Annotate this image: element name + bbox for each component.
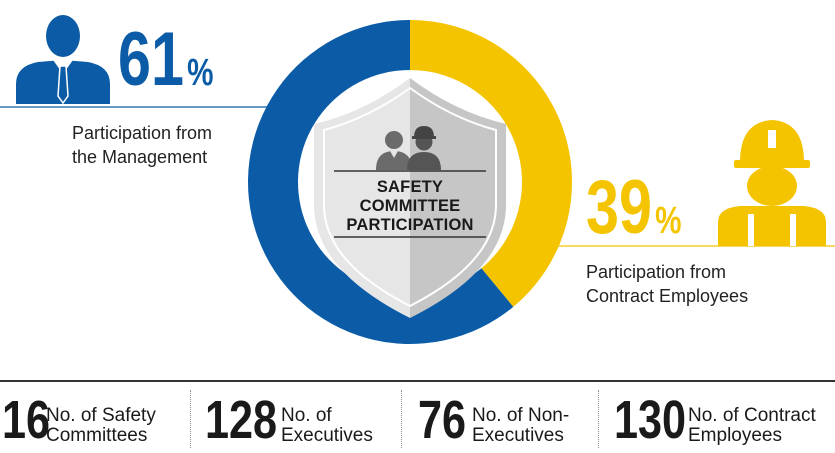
management-percentage-value: 61 (118, 17, 184, 102)
stat-value: 16 (2, 390, 51, 450)
donut-slice-contract (410, 20, 572, 307)
stat-label-line-1: No. of Non- (472, 405, 570, 426)
stat-value: 130 (614, 390, 687, 450)
participation-donut-chart (0, 15, 835, 345)
businessman-icon (16, 15, 110, 105)
stat-label: No. of Non- Executives (472, 406, 569, 446)
stat-label-line-2: Executives (472, 425, 564, 446)
stat-label-line-2: Committees (46, 425, 148, 446)
shield-title-line-3: PARTICIPATION (346, 216, 474, 234)
people-icon (376, 126, 441, 170)
stat-label-line-1: No. of (281, 405, 332, 426)
stat-divider (401, 390, 402, 448)
management-percentage: 61% (118, 22, 213, 98)
stat-label-line-2: Executives (281, 425, 373, 446)
contract-description-line-2: Contract Employees (586, 286, 749, 306)
contract-percentage-unit: % (655, 200, 682, 242)
shield-title: SAFETY COMMITTEE PARTICIPATION (330, 178, 490, 235)
contract-percentage-value: 39 (586, 165, 652, 250)
management-percentage-unit: % (187, 52, 214, 94)
contract-description: Participation from Contract Employees (586, 260, 748, 308)
stat-label-line-1: No. of Safety (46, 405, 156, 426)
shield-title-line-2: COMMITTEE (359, 197, 461, 215)
contract-percentage: 39% (586, 170, 681, 246)
stat-value: 76 (418, 390, 467, 450)
stat-label: No. of Executives (281, 406, 373, 446)
stats-bar: 16 No. of Safety Committees 128 No. of E… (0, 380, 835, 453)
management-description: Participation from the Management (72, 121, 212, 169)
contract-description-line-1: Participation from (586, 262, 727, 282)
stat-value: 128 (205, 390, 278, 450)
management-description-line-1: Participation from (72, 123, 213, 143)
stat-label-line-2: Employees (688, 425, 782, 446)
donut-slice-management (248, 20, 514, 345)
stat-label: No. of Contract Employees (688, 406, 816, 446)
stat-label-line-1: No. of Contract (688, 405, 816, 426)
shield-title-line-1: SAFETY (376, 178, 444, 196)
stat-label: No. of Safety Committees (46, 406, 156, 446)
management-description-line-2: the Management (72, 147, 208, 167)
stat-divider (190, 390, 191, 448)
worker-hardhat-icon (718, 120, 826, 246)
stat-divider (598, 390, 599, 448)
